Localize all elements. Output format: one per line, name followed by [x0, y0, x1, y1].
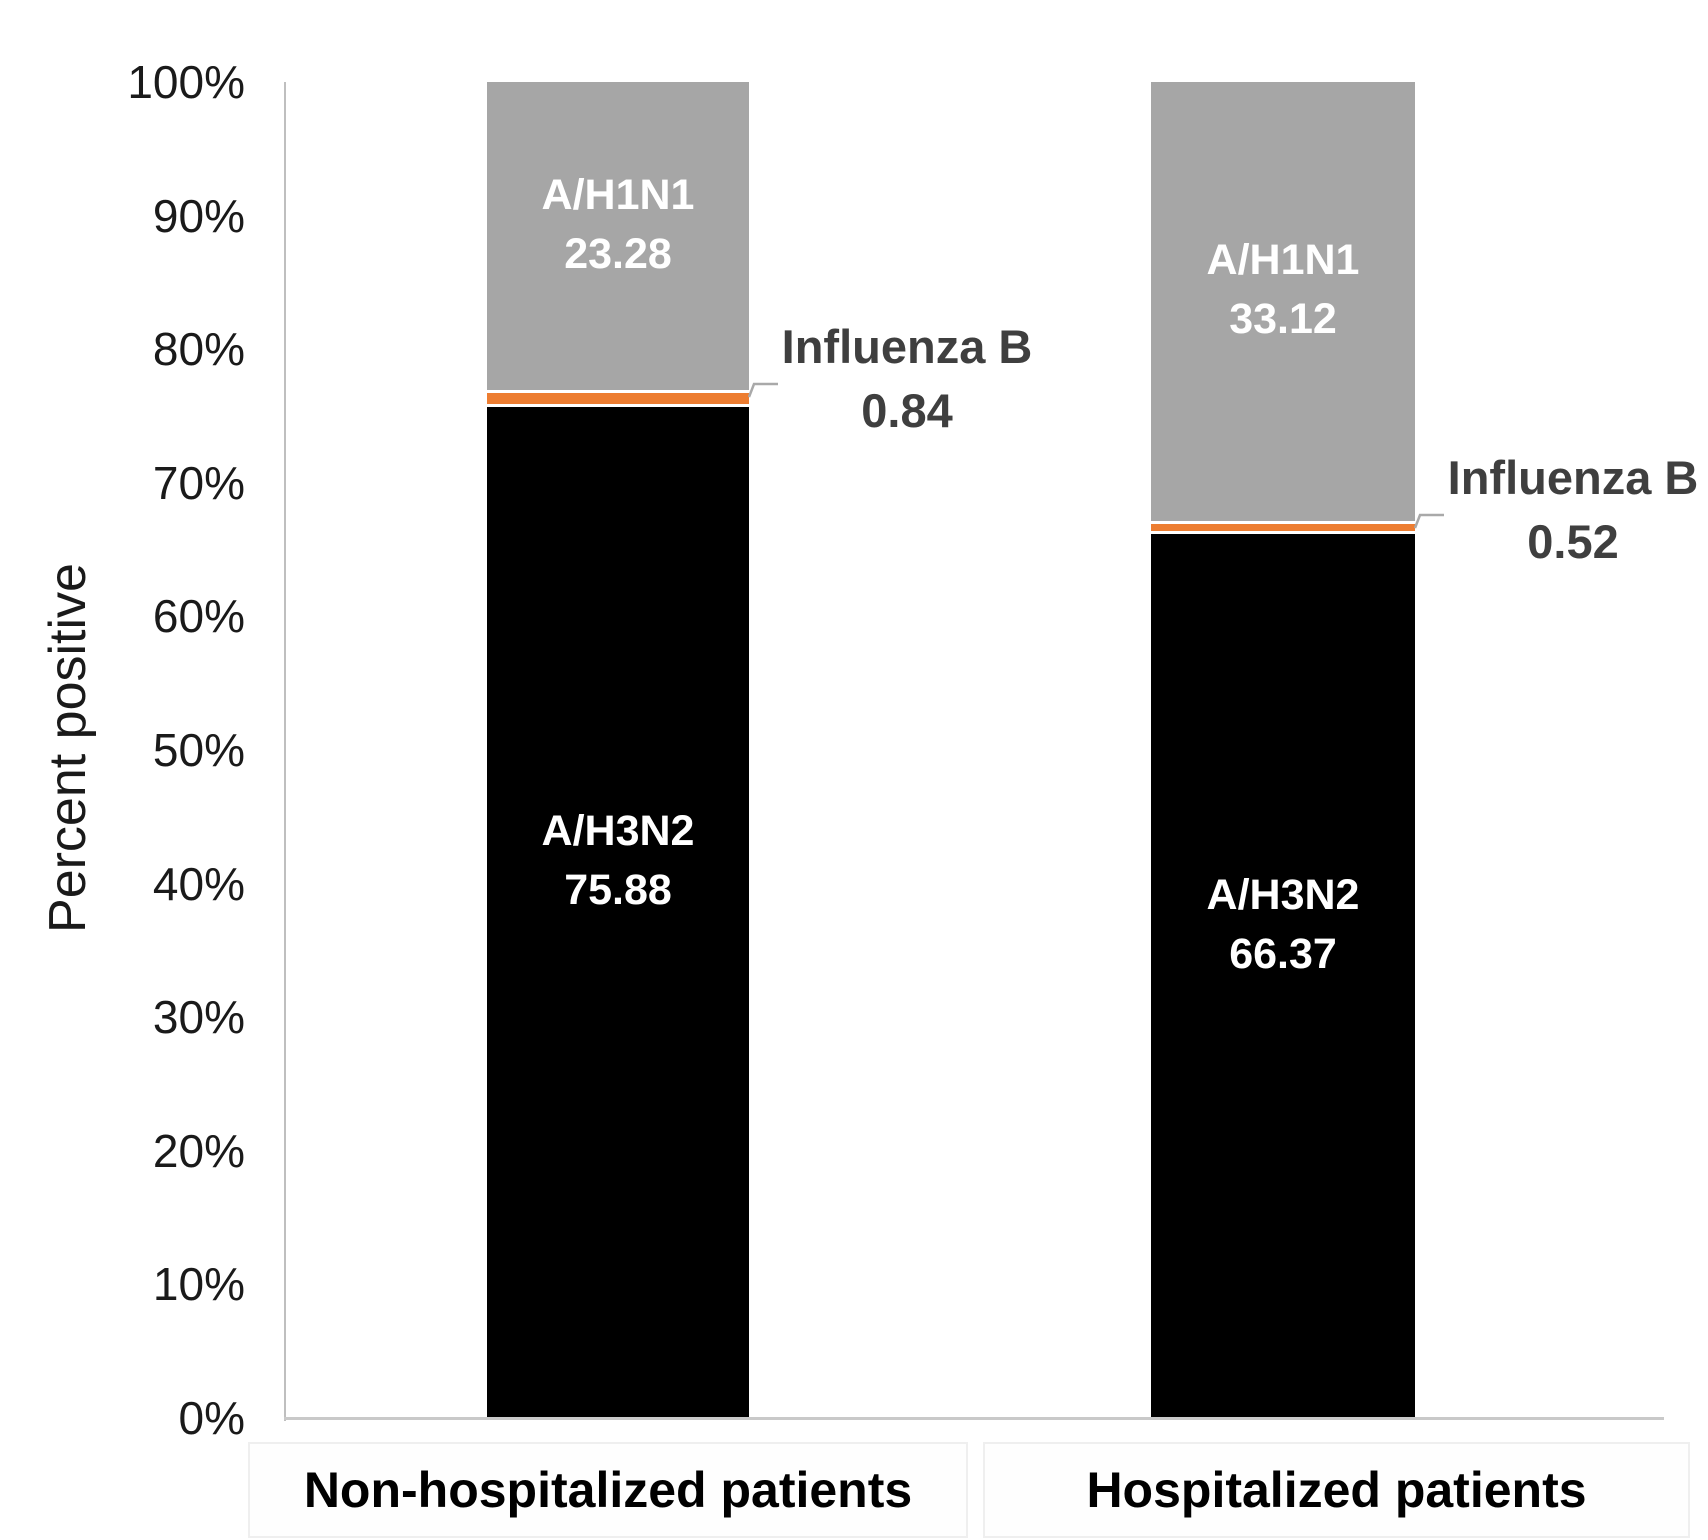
y-axis-tick-label: 80%: [152, 323, 245, 376]
y-axis-tick-label: 90%: [152, 189, 245, 242]
leader-line: [1413, 510, 1448, 535]
bar-segment-a-h1n1: [487, 82, 749, 394]
y-axis-tick-label: 70%: [152, 456, 245, 509]
y-axis-tick-label: 0%: [178, 1392, 245, 1444]
y-axis-tick-label: 60%: [152, 590, 245, 643]
segment-label-a-h3n2: A/H3N2 75.88: [541, 807, 695, 915]
y-axis-tick-label: 10%: [152, 1258, 245, 1311]
bar-segment-a-h3n2: [487, 404, 749, 1418]
y-axis-tick-label: 30%: [152, 991, 245, 1044]
y-axis-line: [284, 82, 286, 1421]
y-axis-tick-label: 40%: [152, 857, 245, 910]
category-label: Non-hospitalized patients: [248, 1442, 968, 1538]
bar-segment-a-h1n1: [1151, 82, 1415, 525]
y-axis-tick-label: 100%: [127, 56, 245, 108]
bar-segment-a-h3n2: [1151, 531, 1415, 1418]
leader-line: [747, 379, 782, 404]
segment-label-a-h3n2: A/H3N2 66.37: [1206, 870, 1360, 978]
y-axis-tick-label: 20%: [152, 1124, 245, 1177]
bar-segment-influenza-b: [1151, 524, 1415, 532]
x-axis-line: [284, 1417, 1664, 1420]
callout-label-influenza-b: Influenza B 0.84: [781, 320, 1033, 438]
y-axis-tick-label: 50%: [152, 724, 245, 776]
segment-label-a-h1n1: A/H1N1 23.28: [541, 170, 695, 278]
bar-segment-influenza-b: [487, 393, 749, 405]
category-label: Hospitalized patients: [983, 1442, 1690, 1538]
callout-label-influenza-b: Influenza B 0.52: [1447, 451, 1699, 569]
segment-label-a-h1n1: A/H1N1 33.12: [1206, 236, 1360, 344]
